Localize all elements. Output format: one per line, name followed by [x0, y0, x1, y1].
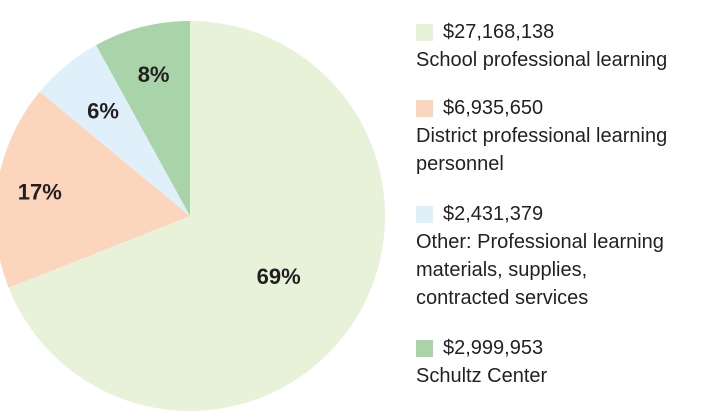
legend-amount: $2,431,379	[443, 203, 544, 225]
pie-chart: 69% 17% 6% 8%	[0, 21, 385, 411]
slice-percent-label: 6%	[87, 98, 119, 123]
legend-description: Other: Professional learning materials, …	[416, 231, 664, 309]
legend-amount: $2,999,953	[443, 337, 544, 359]
legend-entry-district: $6,935,650 District professional learnin…	[416, 94, 702, 178]
slice-percent-label: 69%	[257, 264, 301, 289]
pie-slice	[0, 91, 190, 288]
legend-swatch	[416, 339, 433, 357]
legend-entry-school: $27,168,138 School professional learning	[416, 18, 702, 74]
legend-amount: $6,935,650	[443, 97, 544, 119]
legend-entry-other: $2,431,379 Other: Professional learning …	[416, 200, 702, 312]
pie-slice	[96, 21, 190, 216]
legend-description: Schultz Center	[416, 365, 548, 387]
legend-description: District professional learning personnel	[416, 125, 668, 175]
legend-swatch	[416, 99, 433, 117]
pie-slice	[39, 45, 190, 217]
legend-swatch	[416, 23, 433, 41]
slice-percent-label: 17%	[18, 180, 62, 205]
legend-amount: $27,168,138	[443, 21, 555, 43]
legend-description: School professional learning	[416, 49, 668, 71]
pie-slice	[8, 21, 385, 411]
legend-entry-schultz: $2,999,953 Schultz Center	[416, 334, 702, 390]
slice-percent-label: 8%	[138, 62, 170, 87]
legend-swatch	[416, 205, 433, 223]
